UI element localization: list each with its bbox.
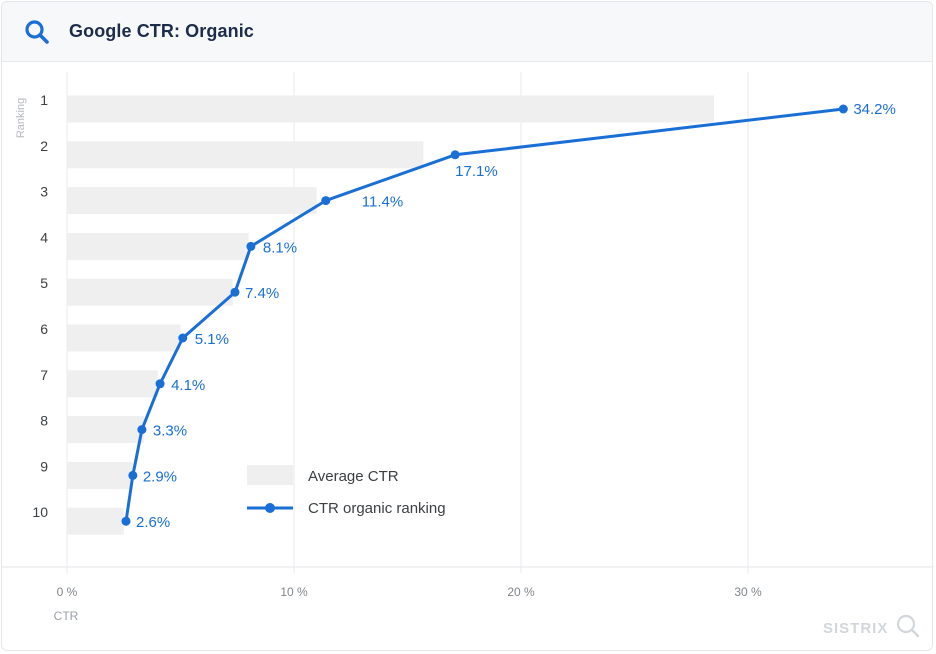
ranking-label: 5	[40, 275, 48, 291]
watermark-search-icon	[896, 614, 920, 638]
card-header: Google CTR: Organic	[2, 2, 932, 62]
average-ctr-bar	[67, 324, 181, 352]
ctr-organic-point	[155, 379, 165, 389]
data-labels: 34.2% 17.1% 11.4% 8.1% 7.4% 5.1% 4.1% 3.3% 2.9% 2…	[136, 101, 896, 531]
data-label: 4.1%	[171, 377, 205, 394]
ctr-organic-point	[838, 104, 848, 114]
average-ctr-bar	[67, 507, 124, 535]
data-label: 11.4%	[362, 194, 403, 211]
x-tick-labels: 0 % 10 % 20 % 30 %	[57, 585, 762, 599]
page-title: Google CTR: Organic	[69, 21, 254, 41]
ranking-label: 8	[40, 413, 48, 429]
ranking-label: 6	[40, 321, 48, 337]
ctr-organic-point	[121, 516, 131, 526]
average-ctr-bar	[67, 95, 714, 123]
ranking-label: 3	[40, 184, 48, 200]
search-icon	[25, 20, 49, 44]
ranking-label: 9	[40, 458, 48, 474]
average-ctr-bars	[67, 95, 714, 535]
average-ctr-bar	[67, 187, 317, 215]
data-label: 17.1%	[455, 163, 498, 180]
legend: Average CTR CTR organic ranking	[247, 465, 446, 517]
ctr-organic-point	[128, 470, 138, 480]
data-label: 2.6%	[136, 514, 170, 531]
ranking-labels: 1 2 3 4 5 6 7 8 9 10	[32, 92, 48, 520]
data-label: 8.1%	[263, 239, 297, 256]
data-label: 7.4%	[245, 285, 279, 302]
average-ctr-bar	[67, 232, 249, 260]
average-ctr-bar	[67, 370, 158, 398]
ctr-organic-point	[230, 287, 240, 297]
ctr-organic-line	[121, 104, 848, 526]
average-ctr-bar	[67, 278, 233, 306]
ranking-label: 4	[40, 229, 48, 245]
data-label: 2.9%	[143, 468, 177, 485]
ctr-organic-point	[321, 196, 331, 206]
data-label: 5.1%	[195, 331, 229, 348]
data-label: 34.2%	[853, 101, 896, 118]
x-tick-label: 30 %	[734, 585, 762, 599]
legend-average-ctr-swatch	[247, 465, 293, 485]
ctr-organic-point	[450, 150, 460, 160]
watermark-text: SISTRIX	[823, 620, 888, 637]
ranking-label: 1	[40, 92, 48, 108]
x-tick-label: 0 %	[57, 585, 78, 599]
average-ctr-bar	[67, 461, 133, 489]
x-tick-label: 10 %	[280, 585, 308, 599]
legend-average-ctr-label: Average CTR	[308, 468, 399, 485]
legend-ctr-organic-label: CTR organic ranking	[308, 500, 446, 517]
ctr-organic-point	[137, 425, 147, 435]
average-ctr-bar	[67, 141, 424, 169]
data-label: 3.3%	[153, 423, 187, 440]
ctr-organic-polyline	[124, 107, 844, 522]
y-axis-title: Ranking	[15, 98, 27, 138]
x-tick-label: 20 %	[507, 585, 535, 599]
average-ctr-bar	[67, 416, 145, 444]
x-axis-title: CTR	[54, 609, 79, 623]
legend-ctr-organic-swatch	[247, 503, 293, 513]
ranking-label: 10	[32, 504, 48, 520]
ctr-organic-point	[178, 333, 188, 343]
ranking-label: 2	[40, 138, 48, 154]
watermark: SISTRIX	[823, 614, 920, 638]
ranking-label: 7	[40, 367, 48, 383]
ctr-organic-point	[246, 241, 256, 251]
